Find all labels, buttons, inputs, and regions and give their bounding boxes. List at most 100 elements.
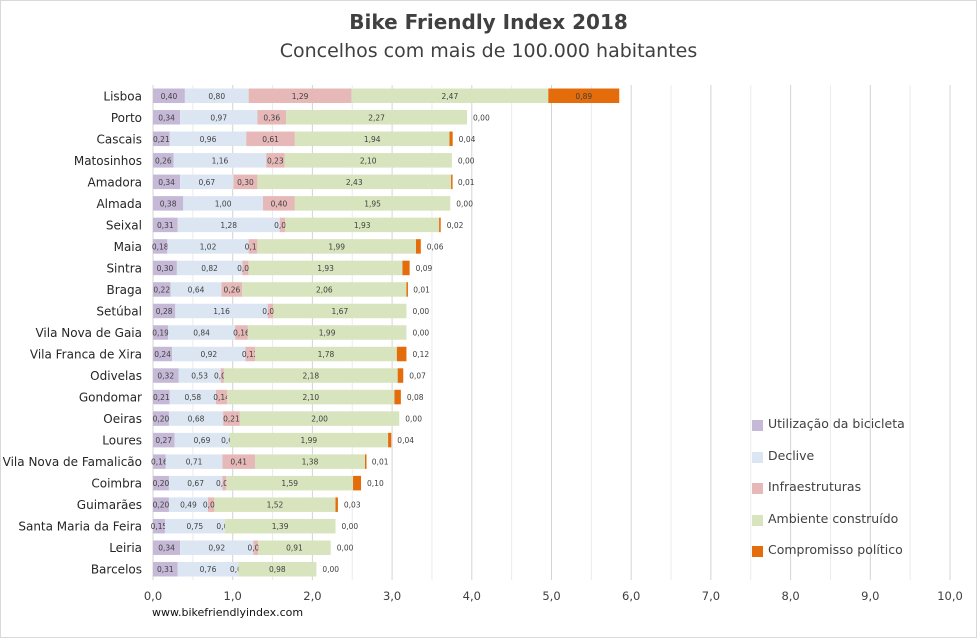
bar-segment — [175, 303, 268, 319]
data-label: 0,05 — [216, 479, 233, 488]
data-label: 0,31 — [157, 221, 174, 230]
data-label: 1,16 — [213, 307, 230, 316]
data-label: 0,00 — [412, 307, 429, 316]
data-label: 1,78 — [318, 350, 335, 359]
category-label: Cascais — [96, 132, 142, 146]
bar-segment — [153, 475, 169, 491]
category-label: Gondomar — [79, 391, 142, 405]
data-label: 0,40 — [161, 92, 178, 101]
data-label: 0,96 — [200, 135, 217, 144]
bar-segment — [168, 411, 224, 426]
data-label: 0,36 — [263, 113, 280, 122]
bar-segment — [184, 88, 249, 104]
bar-segment — [223, 368, 398, 383]
bar-segment — [169, 131, 247, 147]
bar-segment — [257, 174, 452, 190]
bar-segment — [416, 239, 421, 254]
bar-segment — [153, 497, 169, 512]
data-label: 0,34 — [158, 178, 175, 187]
bar-segment — [242, 282, 407, 297]
bar-segment — [246, 131, 295, 147]
data-label: 0,69 — [194, 436, 211, 445]
data-label: 0,53 — [191, 372, 208, 381]
bar-segment — [222, 454, 256, 469]
data-label: 0,02 — [447, 221, 464, 230]
bar-segment — [224, 518, 336, 534]
category-label: Guimarães — [77, 498, 142, 512]
chart-title: Bike Friendly Index 2018 — [349, 10, 628, 34]
bar-segment — [180, 174, 234, 190]
category-label: Seixal — [106, 218, 142, 232]
data-label: 0,07 — [262, 307, 279, 316]
data-label: 0,31 — [157, 565, 174, 574]
legend-label: Compromisso político — [768, 542, 903, 557]
data-label: 0,38 — [160, 199, 177, 208]
data-label: 0,76 — [200, 565, 217, 574]
data-label: 0,15 — [151, 522, 168, 531]
bar-segment — [169, 389, 216, 405]
data-label: 0,41 — [230, 458, 247, 467]
data-label: 0,06 — [247, 544, 264, 553]
data-label: 0,06 — [427, 242, 444, 251]
category-label: Maia — [114, 240, 142, 254]
bar-segment — [180, 540, 254, 555]
data-label: 0,22 — [153, 285, 170, 294]
data-label: 0,00 — [322, 565, 339, 574]
data-label: 1,00 — [215, 199, 232, 208]
legend-swatch — [752, 451, 763, 463]
data-label: 0,64 — [188, 285, 205, 294]
category-label: Braga — [107, 283, 143, 297]
bar-segment — [284, 153, 452, 168]
data-label: 0,00 — [405, 415, 422, 424]
data-label: 0,18 — [152, 242, 169, 251]
category-label: Oeiras — [103, 412, 142, 426]
chart-subtitle: Concelhos com mais de 100.000 habitantes — [279, 40, 698, 62]
category-label: Coimbra — [91, 477, 142, 491]
bar-segment — [238, 561, 317, 577]
data-label: 0,07 — [409, 372, 426, 381]
data-label: 0,28 — [156, 307, 173, 316]
bar-segment — [439, 217, 441, 233]
bar-segment — [388, 432, 392, 448]
data-label: 1,67 — [332, 307, 349, 316]
data-label: 0,92 — [200, 350, 217, 359]
bar-segment — [221, 282, 243, 297]
data-label: 0,00 — [337, 544, 354, 553]
bar-segment — [365, 454, 367, 469]
category-label: Setúbal — [96, 304, 142, 318]
x-tick-label: 5,0 — [542, 589, 560, 603]
x-tick-label: 7,0 — [702, 589, 720, 603]
bar-segment — [279, 217, 286, 233]
bar-segment — [153, 153, 174, 168]
category-label: Sintra — [106, 261, 142, 275]
bar-segment — [220, 368, 224, 383]
category-label: Leiria — [109, 541, 142, 555]
bar-segment — [396, 346, 407, 362]
bar-segment — [262, 196, 295, 211]
data-label: 0,32 — [157, 372, 174, 381]
category-label: Vila Nova de Gaia — [35, 326, 142, 340]
data-label: 0,11 — [245, 242, 262, 251]
bar-segment — [294, 131, 450, 147]
bar-segment — [207, 497, 215, 512]
bar-segment — [153, 540, 181, 555]
data-label: 0,16 — [233, 329, 250, 338]
data-label: 2,10 — [360, 156, 377, 165]
bar-segment — [257, 110, 287, 125]
category-label: Almada — [96, 197, 142, 211]
data-label: 0,08 — [407, 393, 424, 402]
data-label: 0,12 — [412, 350, 429, 359]
data-label: 0,34 — [158, 544, 175, 553]
data-label: 0,40 — [271, 199, 288, 208]
data-label: 0,71 — [186, 458, 203, 467]
bar-segment — [253, 540, 259, 555]
bar-segment — [164, 518, 225, 534]
data-label: 0,03 — [344, 501, 361, 510]
category-label: Barcelos — [91, 563, 142, 577]
data-label: 0,00 — [342, 522, 359, 531]
x-tick-label: 8,0 — [781, 589, 799, 603]
bar-segment — [258, 540, 331, 555]
data-label: 0,20 — [153, 415, 170, 424]
category-label: Vila Nova de Famalicão — [3, 455, 142, 469]
